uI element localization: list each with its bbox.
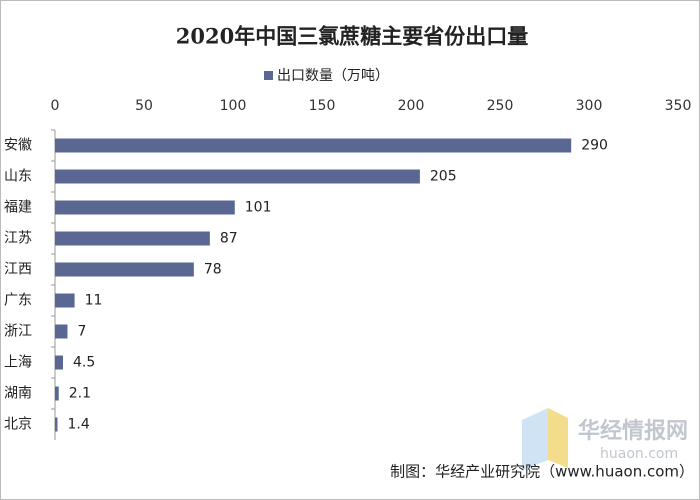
value-label: 205 [430,169,457,185]
bar [55,262,194,277]
legend-label: 出口数量（万吨） [277,68,389,84]
bar [55,386,59,401]
value-label: 101 [245,200,272,216]
watermark-logo [548,408,568,468]
chart-title: 2020年中国三氯蔗糖主要省份出口量 [176,24,528,49]
bar [55,200,235,215]
watermark-logo [522,408,548,470]
value-label: 87 [220,231,238,247]
value-label: 4.5 [73,355,95,371]
legend-swatch [264,71,273,80]
bar [55,417,58,432]
bar [55,324,68,339]
y-tick-label: 福建 [4,200,32,216]
x-tick-label: 200 [398,98,425,114]
y-tick-label: 上海 [4,355,32,371]
x-tick-label: 100 [220,98,247,114]
value-label: 1.4 [67,417,89,433]
y-tick-label: 江西 [4,262,32,278]
watermark-url: huaon.com [600,446,678,462]
value-label: 11 [85,293,103,309]
y-tick-label: 湖南 [4,386,32,402]
bar [55,169,420,184]
value-label: 290 [581,138,608,154]
bar [55,231,210,246]
x-tick-label: 350 [665,98,692,114]
x-tick-label: 250 [487,98,514,114]
bar [55,355,64,370]
y-tick-label: 安徽 [4,138,32,154]
bar [55,138,572,153]
watermark: 华经情报网 [578,418,688,444]
source: 制图：华经产业研究院（www.huaon.com） [390,463,694,481]
x-tick-label: 50 [135,98,153,114]
value-label: 7 [77,324,86,340]
x-tick-label: 300 [576,98,603,114]
y-tick-label: 江苏 [4,231,32,247]
y-tick-label: 北京 [4,417,32,433]
y-tick-label: 浙江 [4,324,32,340]
y-tick-label: 山东 [4,169,32,185]
value-label: 78 [204,262,222,278]
y-tick-label: 广东 [4,293,32,309]
value-label: 2.1 [69,386,91,402]
bar [55,293,75,308]
x-tick-label: 0 [51,98,60,114]
x-tick-label: 150 [309,98,336,114]
